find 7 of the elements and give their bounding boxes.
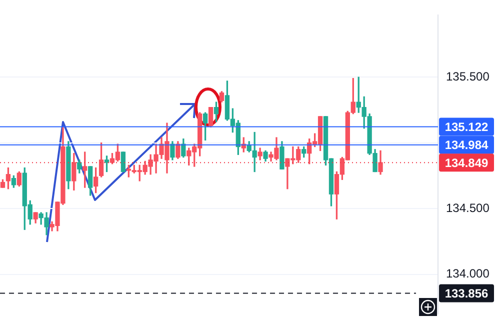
ref-line-label: 135.122 [444,120,489,134]
ref-line-label: 134.849 [444,156,489,170]
ref-line-label: 133.856 [444,286,489,301]
y-tick-label: 135.500 [446,69,490,84]
ref-line-label: 134.984 [444,138,489,152]
y-tick-label: 134.000 [446,266,490,281]
y-tick-label: 134.500 [446,200,490,215]
